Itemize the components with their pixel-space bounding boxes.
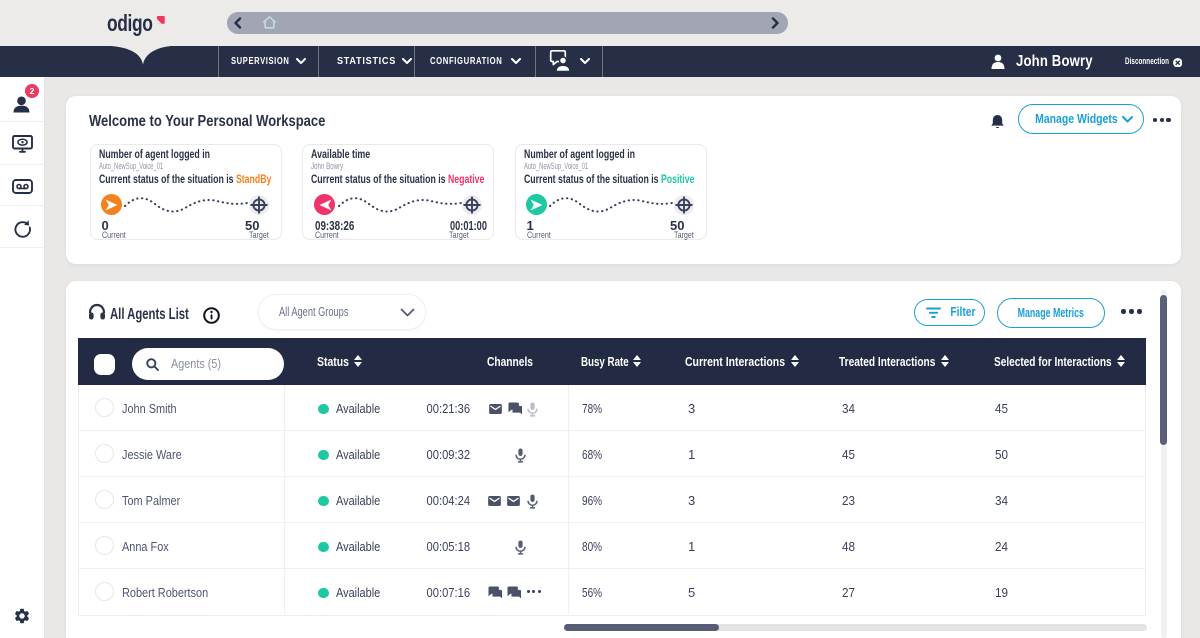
svg-text:2: 2	[29, 86, 34, 96]
